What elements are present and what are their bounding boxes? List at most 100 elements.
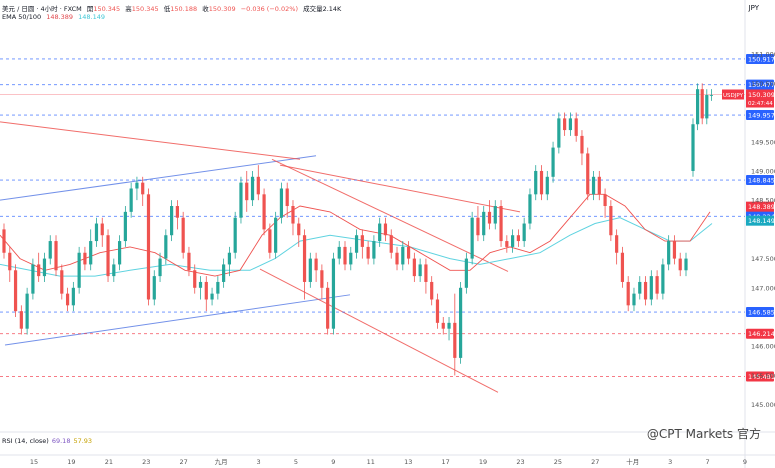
level-tag [746,371,774,382]
time-tick-label: 15 [30,458,38,466]
level-tag [746,53,774,64]
time-tick-label: 19 [479,458,487,466]
time-tick-label: 7 [706,458,710,466]
open-label: 開 [86,5,94,13]
watermark-text: @CPT Markets 官方 [646,427,761,441]
candle-body [372,241,376,259]
level-tag-label: 150.477 [748,81,775,89]
candle-body [77,252,81,288]
countdown-label: 02:47:44 [748,101,773,107]
time-tick-label: 9 [331,458,335,466]
time-tick-label: 23 [142,458,150,466]
candle-body [643,281,648,300]
candle-body [557,118,561,148]
ema-tag [746,215,774,226]
price-tick-label: 146.000 [751,343,775,351]
candle-body [60,270,64,294]
candle-body [164,235,168,259]
candle-body [632,293,636,306]
time-tick-label: 5 [294,458,298,466]
candle-body [285,188,289,207]
candle-body [343,246,347,265]
ema-tag-label: 148.149 [748,217,775,225]
candle-body [499,206,503,242]
candle-body [551,147,555,177]
candle-body [447,322,451,329]
candle-body [233,217,237,253]
horizontal-levels: 150.917150.477149.957148.845148.224146.5… [0,53,775,382]
level-tag-label: 146.214 [748,330,775,338]
low-label: 低 [163,5,171,13]
candle-body [268,229,272,253]
candle-body [395,252,399,265]
symbol-tag-label: USDJPY [723,93,744,99]
price-tick-label: 145.000 [751,401,775,409]
rsi-label: RSI (14, close) [2,437,49,445]
time-tick-label: 13 [404,458,412,466]
candle-body [620,252,625,282]
time-tick-label: 27 [180,458,188,466]
price-tick-label: 150.500 [751,80,775,88]
candle-body [482,211,486,236]
trendline [259,268,499,393]
ema-legend[interactable]: EMA 50/100 148.389 148.149 [2,13,108,21]
price-axis: 151.000 150.500 149.500 149.000 148.500 147.5… [751,51,775,410]
symbol-title[interactable]: 美元 / 日圆 · 4小时 · FXCM [2,5,82,13]
close-value: 150.309 [208,5,236,13]
candle-body [516,235,520,242]
level-tag-label: 146.585 [748,309,775,317]
candle-body [135,182,139,189]
candle-body [349,252,353,265]
candle-body [297,223,301,236]
candle-body [274,217,278,253]
candle-body [522,223,526,242]
high-label: 高 [125,5,132,13]
currency-label: JPY [748,4,759,12]
high-value: 150.345 [131,5,159,13]
candle-body [117,241,122,265]
candle-body [8,252,12,271]
candle-body [129,188,133,212]
level-tag [746,79,774,90]
candle-body [216,281,220,294]
candle-body [89,241,93,265]
candle-body [672,241,677,259]
ema-label: EMA 50/100 [2,13,42,21]
candle-body [354,235,359,253]
price-tick-label: 149.000 [751,167,775,175]
rsi-legend[interactable]: RSI (14, close) 69.18 57.93 [2,437,92,445]
candle-body [401,246,405,265]
time-tick-label: 3 [256,458,260,466]
candle-body [511,235,515,247]
ema100-value: 148.149 [78,13,106,21]
level-tag-label: 148.845 [748,177,775,185]
price-tick-label: 151.000 [751,51,775,59]
rsi-ma-value: 57.93 [73,437,93,445]
candle-body [245,182,249,201]
ema50-value: 148.389 [46,13,74,21]
candle-body [649,276,653,300]
candle-body [580,135,584,154]
trendline [271,158,509,272]
candle-body [458,287,463,358]
candle-body [31,264,35,294]
candle-body [314,258,318,271]
candle-body [667,241,671,265]
candle-body [198,281,203,288]
candle-body [100,223,104,236]
candle-body [424,264,428,282]
candle-body [175,206,179,218]
candle-body [320,270,324,288]
candle-body [476,217,480,236]
price-tick-label: 149.500 [751,138,775,146]
candle-body [193,270,197,288]
candle-body [158,258,162,277]
candle-body [389,235,393,253]
change-value: −0.036 (−0.02%) [240,5,298,13]
close-label: 收 [202,5,209,13]
candle-body [568,118,573,131]
price-tick-label: 145.500 [751,372,775,380]
candle-body [528,194,532,224]
